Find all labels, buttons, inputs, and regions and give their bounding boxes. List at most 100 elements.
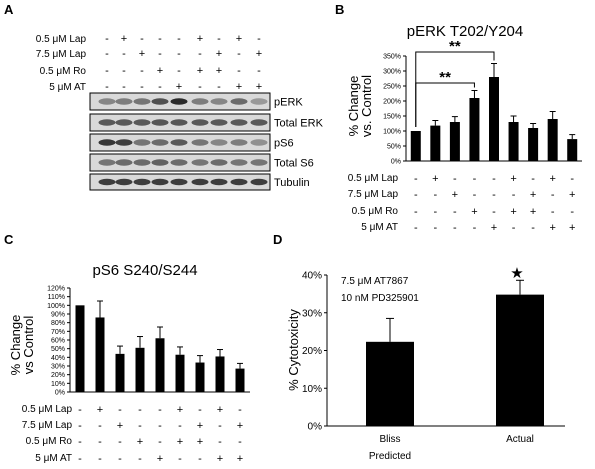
minus-sign: - — [140, 65, 144, 77]
bar — [489, 77, 499, 161]
x-tick-label: Bliss — [379, 434, 400, 445]
plus-sign: + — [549, 173, 555, 185]
significance-bracket — [415, 82, 475, 127]
western-blot-panel: 0.5 μM Lap - + - - - + - + -7.5 μM Lap - - + - - - + - +0.… — [36, 33, 324, 191]
y-tick-label: 50% — [51, 346, 65, 353]
blot-band — [151, 139, 169, 146]
blot-band — [191, 98, 209, 105]
plus-sign: + — [121, 33, 127, 45]
y-axis-label: % Cytotoxicity — [286, 309, 301, 391]
blot-band — [98, 178, 116, 186]
minus-sign: - — [218, 436, 222, 448]
panel-letter-d: D — [273, 232, 282, 247]
condition-label: 7.5 μM Lap — [348, 189, 399, 200]
bar — [366, 341, 414, 426]
cytotoxicity-chart: % Cytotoxicity 7.5 μM AT7867 10 nM PD325… — [286, 265, 565, 462]
blot-band — [151, 98, 169, 105]
y-tick-label: 60% — [51, 338, 65, 345]
minus-sign: - — [473, 222, 477, 234]
bar — [235, 368, 245, 392]
y-tick-label: 150% — [383, 114, 401, 121]
blot-band — [98, 139, 116, 146]
plus-sign: + — [432, 173, 438, 185]
minus-sign: - — [158, 420, 162, 432]
minus-sign: - — [78, 436, 82, 448]
y-tick-label: 0% — [55, 390, 65, 397]
y-tick-label: 90% — [51, 312, 65, 319]
blot-band — [151, 178, 169, 186]
blot-band — [133, 119, 151, 126]
y-tick-label: 40% — [51, 355, 65, 362]
ps6-chart: pS6 S240/S244 % Change vs Control 0% 10% 2… — [8, 262, 250, 465]
condition-label: 0.5 μM Ro — [352, 206, 399, 217]
minus-sign: - — [105, 48, 109, 60]
minus-sign: - — [158, 48, 162, 60]
minus-sign: - — [492, 206, 496, 218]
bar — [410, 131, 421, 161]
blot-band — [151, 159, 169, 166]
plus-sign: + — [139, 48, 145, 60]
minus-sign: - — [453, 173, 457, 185]
minus-sign: - — [98, 436, 102, 448]
minus-sign: - — [217, 33, 221, 45]
blot-band — [98, 159, 116, 166]
minus-sign: - — [433, 222, 437, 234]
bar — [547, 119, 558, 161]
annotation-at7867: 7.5 μM AT7867 — [341, 276, 409, 287]
panel-letter-c: C — [4, 232, 14, 247]
y-tick-label: 30% — [302, 308, 322, 319]
minus-sign: - — [158, 33, 162, 45]
blot-band — [191, 139, 209, 146]
minus-sign: - — [257, 33, 261, 45]
panel-letter-a: A — [4, 2, 14, 17]
blot-band — [170, 178, 188, 186]
minus-sign: - — [453, 222, 457, 234]
bar — [567, 139, 578, 161]
plus-sign: + — [256, 48, 262, 60]
minus-sign: - — [138, 453, 142, 465]
plus-sign: + — [137, 436, 143, 448]
minus-sign: - — [122, 48, 126, 60]
y-axis-label-line-2: vs Control — [21, 316, 36, 375]
annotation-pd325901: 10 nM PD325901 — [341, 293, 419, 304]
minus-sign: - — [105, 33, 109, 45]
minus-sign: - — [414, 222, 418, 234]
minus-sign: - — [512, 189, 516, 201]
blot-band — [250, 178, 268, 186]
plus-sign: + — [569, 222, 575, 234]
blot-band — [210, 159, 228, 166]
y-tick-label: 10% — [51, 381, 65, 388]
y-tick-label: 100% — [383, 129, 401, 136]
minus-sign: - — [217, 81, 221, 93]
plus-sign: + — [471, 206, 477, 218]
blot-band — [151, 119, 169, 126]
plus-sign: + — [530, 189, 536, 201]
y-tick-label: 70% — [51, 329, 65, 336]
blot-band — [230, 139, 248, 146]
minus-sign: - — [198, 48, 202, 60]
blot-band — [250, 98, 268, 105]
minus-sign: - — [453, 206, 457, 218]
y-axis-label-line-2: vs. Control — [359, 75, 374, 137]
minus-sign: - — [178, 420, 182, 432]
blot-band — [210, 119, 228, 126]
y-tick-label: 300% — [383, 69, 401, 76]
blot-band — [230, 119, 248, 126]
minus-sign: - — [198, 81, 202, 93]
plus-sign: + — [491, 222, 497, 234]
minus-sign: - — [551, 189, 555, 201]
plus-sign: + — [177, 404, 183, 416]
x-tick-label: Predicted — [369, 451, 411, 462]
blot-band — [191, 119, 209, 126]
minus-sign: - — [177, 48, 181, 60]
minus-sign: - — [198, 453, 202, 465]
plus-sign: + — [117, 420, 123, 432]
minus-sign: - — [492, 189, 496, 201]
condition-label: 7.5 μM Lap — [36, 49, 87, 60]
plus-sign: + — [510, 206, 516, 218]
minus-sign: - — [473, 189, 477, 201]
plus-sign: + — [236, 33, 242, 45]
minus-sign: - — [78, 404, 82, 416]
plus-sign: + — [177, 436, 183, 448]
